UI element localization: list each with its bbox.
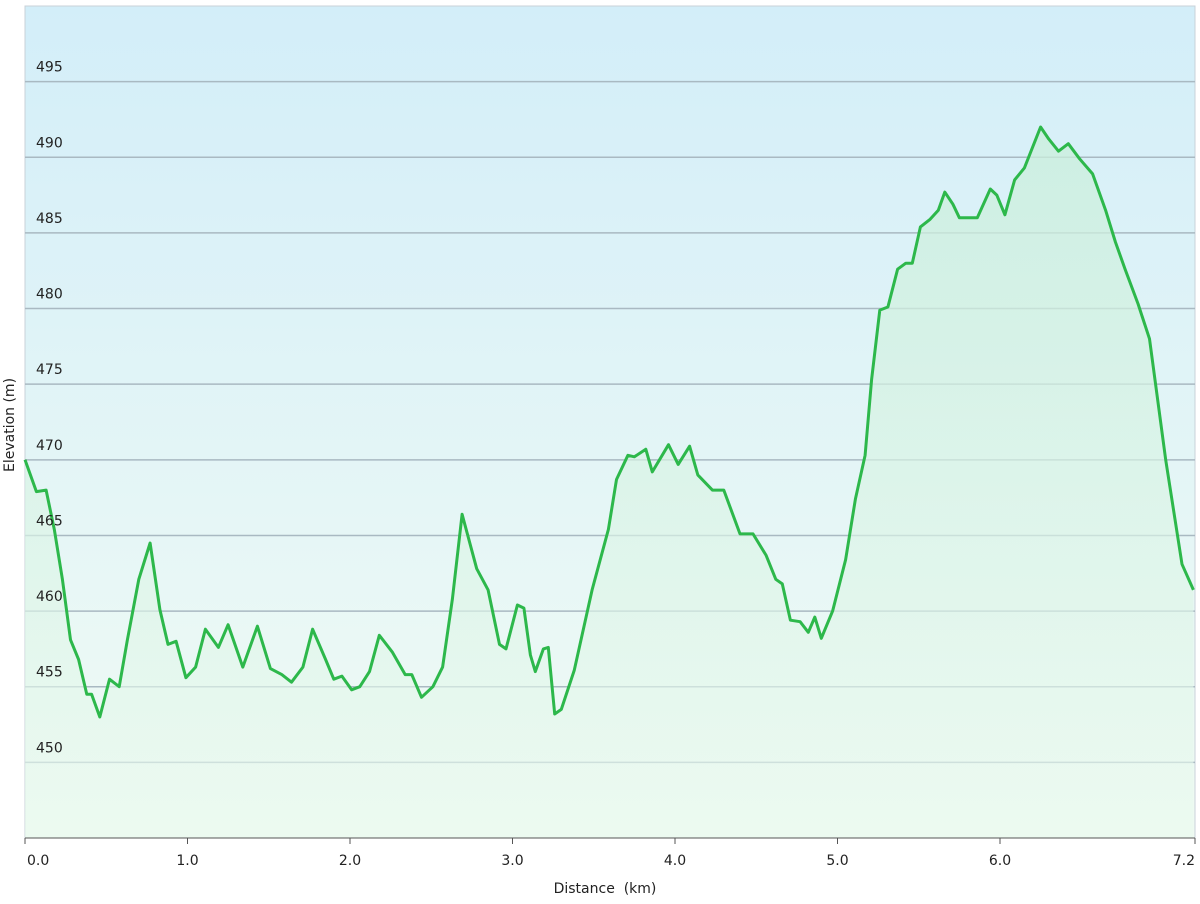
y-tick-label: 475 bbox=[36, 362, 63, 378]
area-fill bbox=[25, 127, 1194, 838]
x-tick-label: 5.0 bbox=[826, 853, 848, 869]
y-axis-label: Elevation (m) bbox=[2, 378, 18, 472]
y-tick-label: 455 bbox=[36, 665, 63, 681]
x-tick-label: 0.0 bbox=[27, 853, 49, 869]
x-tick-label: 2.0 bbox=[339, 853, 361, 869]
y-tick-label: 470 bbox=[36, 438, 63, 454]
x-tick-label: 7.2 bbox=[1173, 853, 1195, 869]
y-tick-label: 460 bbox=[36, 589, 63, 605]
x-tick-label: 1.0 bbox=[176, 853, 198, 869]
x-tick-label: 4.0 bbox=[664, 853, 686, 869]
y-tick-label: 485 bbox=[36, 211, 63, 227]
y-tick-label: 465 bbox=[36, 513, 63, 529]
x-axis-label: Distance (km) bbox=[554, 881, 657, 897]
y-tick-label: 495 bbox=[36, 60, 63, 76]
elevation-line bbox=[23, 125, 1195, 719]
y-tick-label: 480 bbox=[36, 287, 63, 303]
y-tick-label: 490 bbox=[36, 135, 63, 151]
x-tick-label: 6.0 bbox=[989, 853, 1011, 869]
y-tick-label: 450 bbox=[36, 740, 63, 756]
x-tick-label: 3.0 bbox=[501, 853, 523, 869]
